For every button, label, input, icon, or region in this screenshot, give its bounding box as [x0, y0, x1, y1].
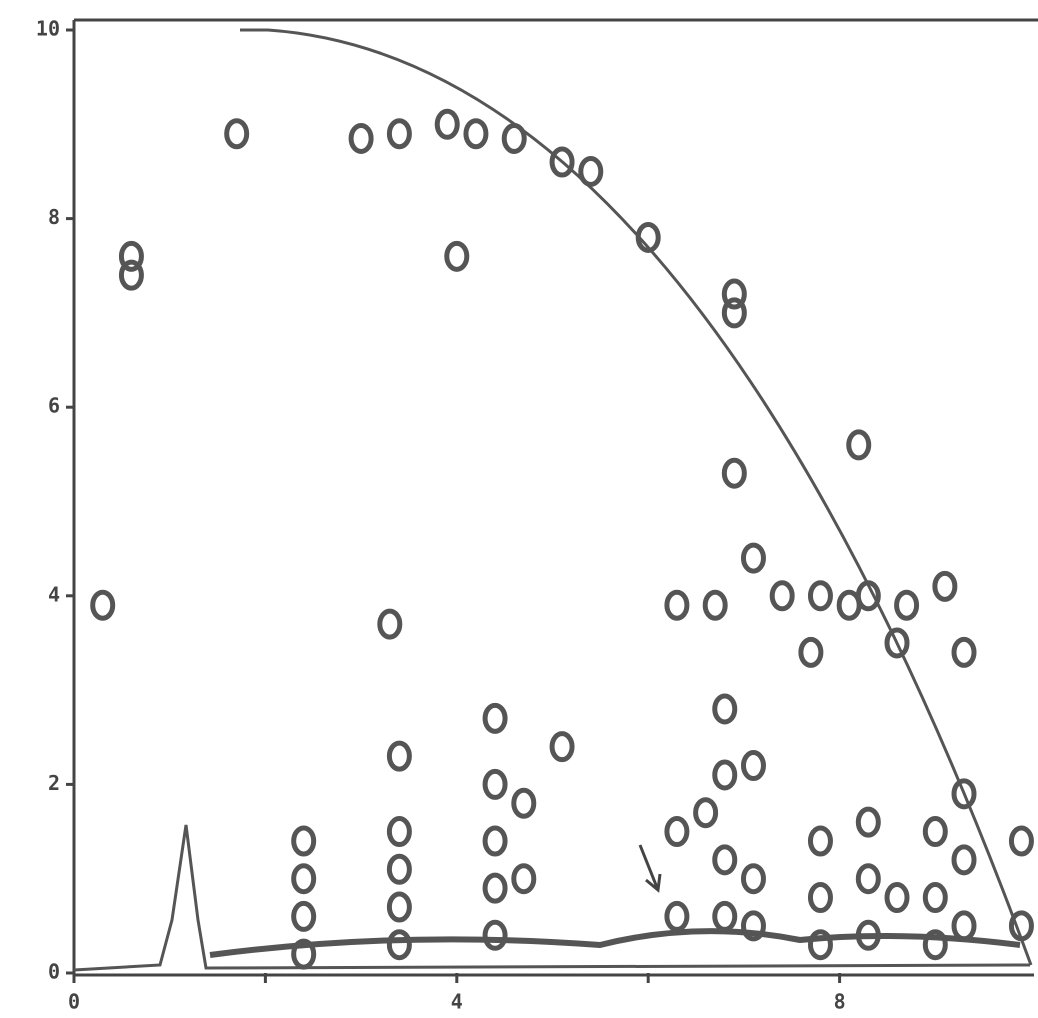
diffraction-spot	[1008, 910, 1034, 942]
diffraction-spot	[807, 580, 833, 612]
resolution-arc	[240, 28, 1033, 966]
diffraction-spot	[855, 919, 881, 951]
diffraction-spot	[664, 900, 690, 932]
diffraction-spot	[712, 693, 738, 725]
diffraction-spot	[855, 863, 881, 895]
diffraction-spot	[511, 787, 537, 819]
diffraction-spot	[482, 768, 508, 800]
diffraction-spot	[721, 297, 747, 329]
diffraction-spot	[1008, 825, 1034, 857]
diffraction-spot	[740, 863, 766, 895]
diffraction-spot	[386, 929, 412, 961]
x-tick-label: 4	[451, 990, 463, 1014]
diffraction-spot	[855, 806, 881, 838]
diffraction-spot	[712, 759, 738, 791]
diffraction-spot	[769, 580, 795, 612]
diffraction-spot	[386, 891, 412, 923]
diffraction-spot	[386, 853, 412, 885]
diffraction-spot	[951, 844, 977, 876]
diffraction-spot	[702, 589, 728, 621]
y-tick-label: 4	[48, 582, 60, 606]
y-tick-label: 8	[48, 205, 60, 229]
diffraction-spot	[951, 778, 977, 810]
diffraction-spot	[740, 542, 766, 574]
diffraction-spot	[291, 863, 317, 895]
diffraction-spot	[855, 580, 881, 612]
y-tick-label: 2	[48, 771, 60, 795]
diffraction-spot	[482, 872, 508, 904]
diffraction-spot	[721, 278, 747, 310]
diffraction-spot	[951, 910, 977, 942]
diffraction-spot	[884, 627, 910, 659]
diffraction-spot	[377, 608, 403, 640]
diffraction-spot	[482, 919, 508, 951]
diffraction-spot	[932, 570, 958, 602]
x-tick-label: 0	[68, 990, 80, 1014]
diffraction-spot	[549, 731, 575, 763]
diffraction-spot	[922, 816, 948, 848]
diffraction-spot	[807, 929, 833, 961]
diffraction-spot	[482, 702, 508, 734]
diffraction-spot	[118, 240, 144, 272]
diffraction-spot	[434, 108, 460, 140]
diffraction-spot	[846, 429, 872, 461]
diffraction-spot	[664, 816, 690, 848]
diffraction-spot	[224, 118, 250, 150]
diffraction-spot	[635, 221, 661, 253]
diffraction-spot	[740, 750, 766, 782]
diffraction-spot	[894, 589, 920, 621]
diffraction-spot	[922, 929, 948, 961]
diffraction-spot	[664, 589, 690, 621]
diffraction-spot	[118, 259, 144, 291]
diffraction-spot	[807, 882, 833, 914]
diffraction-spot	[90, 589, 116, 621]
diffraction-spot	[693, 797, 719, 829]
diffraction-spot	[386, 118, 412, 150]
diffraction-spot	[922, 882, 948, 914]
diffraction-spot	[511, 863, 537, 895]
diffraction-spot	[444, 240, 470, 272]
equator-trace	[73, 824, 1031, 972]
y-tick-label: 10	[36, 17, 60, 41]
layer-line-streak	[209, 928, 1021, 958]
diffraction-spot	[348, 122, 374, 154]
arrow	[638, 844, 662, 893]
diffraction-spot	[501, 122, 527, 154]
diffraction-spot	[798, 636, 824, 668]
diffraction-spot	[291, 900, 317, 932]
diffraction-spot	[740, 910, 766, 942]
diffraction-spot	[951, 636, 977, 668]
y-tick-label: 0	[48, 960, 60, 984]
diffraction-spot	[712, 844, 738, 876]
diffraction-spot	[482, 825, 508, 857]
diffraction-spot	[578, 155, 604, 187]
diffraction-spot	[884, 882, 910, 914]
diffraction-spot	[386, 816, 412, 848]
y-tick-label: 6	[48, 394, 60, 418]
diffraction-spot	[463, 118, 489, 150]
diffraction-spot	[549, 146, 575, 178]
diffraction-spot	[386, 740, 412, 772]
diffraction-spot	[721, 457, 747, 489]
diffraction-spot	[291, 825, 317, 857]
x-tick-label: 8	[834, 990, 846, 1014]
diffraction-spot	[712, 900, 738, 932]
diffraction-spot	[807, 825, 833, 857]
diffraction-spot	[291, 938, 317, 970]
